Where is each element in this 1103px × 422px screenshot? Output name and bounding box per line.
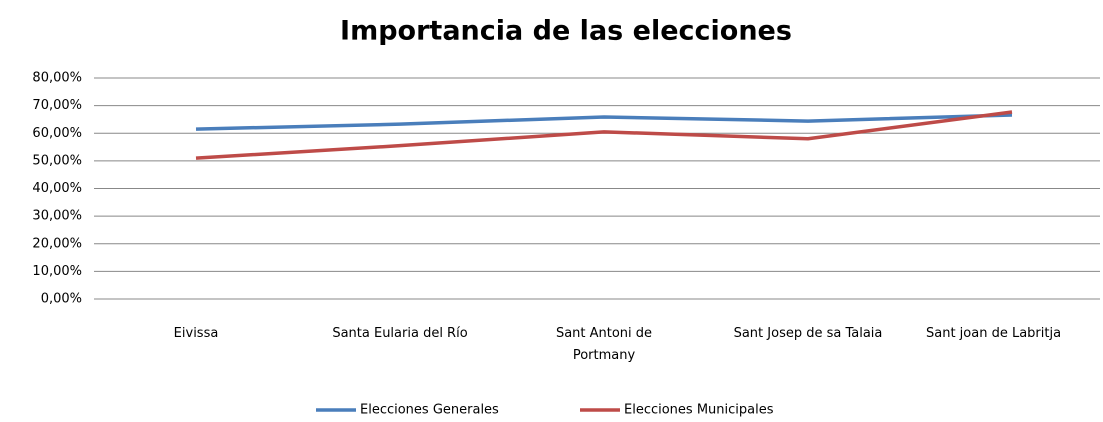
- y-tick-label: 40,00%: [32, 181, 82, 196]
- y-tick-label: 30,00%: [32, 209, 82, 224]
- x-tick-label: Sant Antoni de Portmany: [555, 326, 653, 363]
- y-tick-label: 20,00%: [32, 236, 82, 251]
- chart-title: Importancia de las elecciones: [340, 16, 792, 47]
- x-tick-label: Sant joan de Labritja: [926, 326, 1062, 341]
- x-tick-label: Santa Eularia del Río: [332, 326, 468, 341]
- y-tick-label: 80,00%: [32, 71, 82, 86]
- y-tick-label: 50,00%: [32, 153, 82, 168]
- y-tick-label: 60,00%: [32, 126, 82, 141]
- legend-label: Elecciones Generales: [360, 403, 499, 418]
- y-tick-label: 0,00%: [41, 292, 82, 307]
- legend-label: Elecciones Municipales: [624, 403, 774, 418]
- x-tick-label: Eivissa: [173, 326, 219, 341]
- y-tick-label: 70,00%: [32, 98, 82, 113]
- series-line: [195, 110, 1013, 160]
- x-tick-label: Sant Josep de sa Talaia: [733, 326, 883, 341]
- y-tick-label: 10,00%: [32, 264, 82, 279]
- series-line: [195, 113, 1013, 131]
